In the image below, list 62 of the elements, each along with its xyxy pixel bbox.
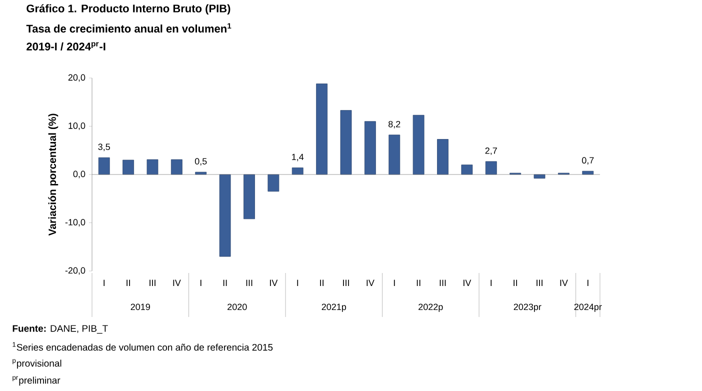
text: 2024pr <box>574 304 602 312</box>
x-tick-label: I <box>297 280 298 286</box>
x-tick-label: II <box>223 280 227 286</box>
bar <box>219 174 231 257</box>
text: 2021p <box>322 304 346 312</box>
bar <box>98 157 110 175</box>
y-axis-title: Variación porcentual (%) <box>48 114 58 236</box>
text: 2019 <box>130 304 150 310</box>
bar <box>170 159 182 175</box>
bar <box>461 164 473 175</box>
bar <box>485 161 497 175</box>
text: 2023pr <box>514 304 542 312</box>
bar <box>268 174 280 192</box>
data-label: 8,2 <box>388 120 400 128</box>
y-tick-label: -20,0 <box>65 267 86 275</box>
x-tick-label: I <box>394 280 395 286</box>
x-tick-label: IV <box>560 280 568 286</box>
bar <box>146 159 158 175</box>
data-label: 0,7 <box>582 157 594 165</box>
data-label: 2,7 <box>485 147 497 155</box>
x-tick-label: III <box>150 280 156 286</box>
y-tick-label: 0,0 <box>73 170 86 178</box>
x-tick-label: II <box>514 280 518 286</box>
x-tick-label: II <box>320 280 324 286</box>
data-label: 1,4 <box>292 154 304 162</box>
x-tick-label: I <box>490 280 492 286</box>
bar <box>412 114 424 175</box>
bar <box>364 121 376 175</box>
x-tick-label: I <box>104 280 105 286</box>
x-tick-label: IV <box>173 280 181 286</box>
x-tick-label: II <box>126 280 130 286</box>
y-tick-label: 10,0 <box>68 122 86 130</box>
bar <box>388 134 400 175</box>
x-tick-label: II <box>416 280 420 286</box>
text: $^{pr}$preliminar <box>12 376 60 386</box>
bar <box>316 84 328 175</box>
x-tick-label: IV <box>366 280 374 286</box>
text: 2020 <box>228 304 247 310</box>
x-tick-label: I <box>587 280 588 286</box>
bar <box>340 110 352 175</box>
bar <box>437 139 448 175</box>
x-tick-label: IV <box>464 280 472 286</box>
x-tick-label: III <box>343 280 349 286</box>
data-label: 3,5 <box>98 144 110 152</box>
x-tick-label: IV <box>270 280 278 286</box>
data-label: 0,5 <box>194 158 207 166</box>
text: $^{p}$provisional <box>12 359 62 369</box>
x-tick-label: I <box>200 280 202 286</box>
text: 2022p <box>418 304 443 312</box>
text: Fuente: DANE, PIB_T <box>12 325 108 334</box>
y-tick-label: -10,0 <box>65 219 86 226</box>
text: Tasa de crecimiento anual en volumen$^{1}$ <box>26 23 232 33</box>
x-tick-label: III <box>536 280 542 286</box>
text: 2019-I / 2024$^{pr}$-I <box>26 42 106 51</box>
chart-title: Gráfico 1. Producto Interno Bruto (PIB) <box>26 4 230 15</box>
bar <box>292 168 304 175</box>
y-tick-label: 20,0 <box>68 74 86 82</box>
bar <box>244 174 255 220</box>
text: $^{1}$Series encadenadas de volumen con año de referencia 2015 <box>12 342 273 351</box>
x-tick-label: III <box>440 280 446 286</box>
bar <box>122 160 134 175</box>
x-tick-label: III <box>246 280 252 286</box>
